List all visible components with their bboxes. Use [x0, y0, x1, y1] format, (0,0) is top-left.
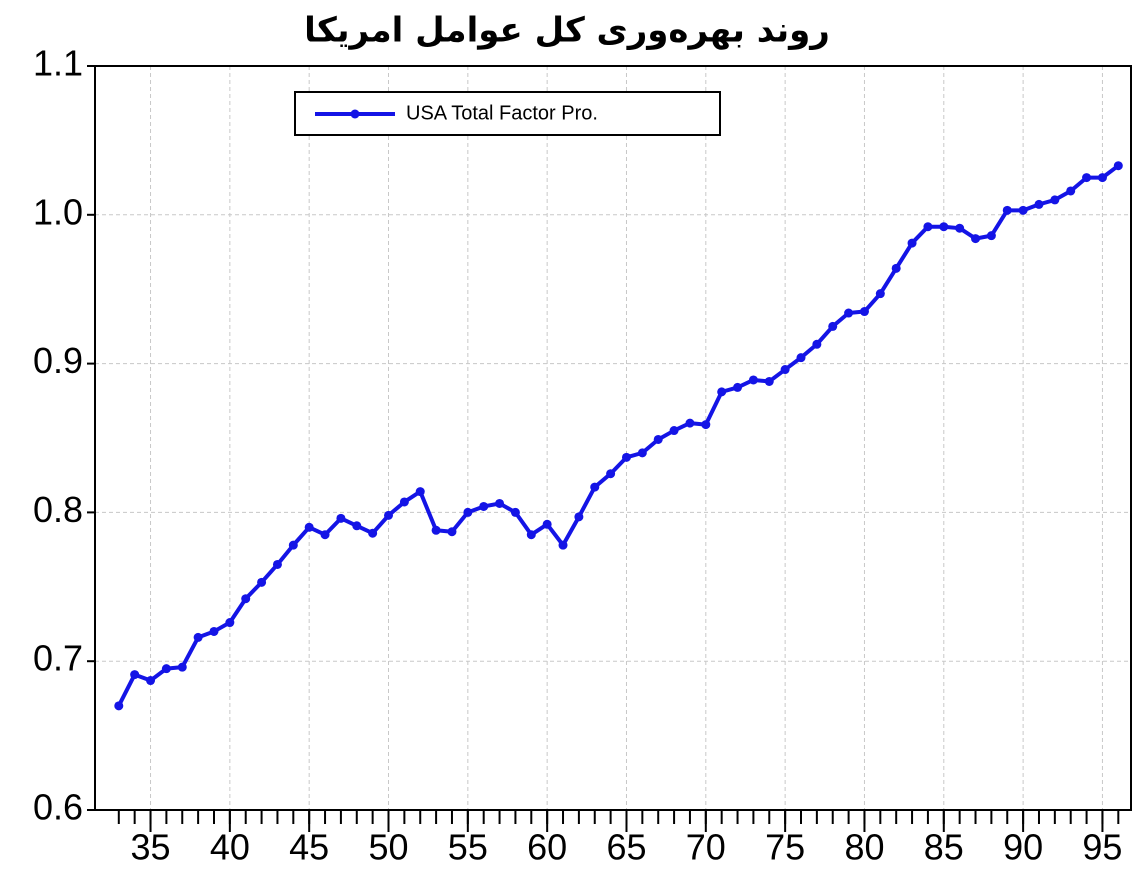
data-point — [415, 487, 425, 497]
x-tick-label: 75 — [765, 827, 805, 868]
data-point — [796, 353, 806, 363]
data-point — [177, 662, 187, 672]
data-point — [352, 521, 362, 531]
x-tick-label: 70 — [686, 827, 726, 868]
data-point — [241, 594, 251, 604]
x-tick-label: 95 — [1082, 827, 1122, 868]
data-point — [558, 540, 568, 550]
data-point — [542, 519, 552, 529]
data-point — [368, 528, 378, 538]
data-point — [463, 507, 473, 517]
x-tick-label: 60 — [527, 827, 567, 868]
data-point — [907, 238, 917, 248]
data-point — [336, 513, 346, 523]
data-point — [733, 382, 743, 392]
data-point — [304, 522, 314, 532]
data-point — [384, 510, 394, 520]
data-point — [1034, 199, 1044, 209]
data-point — [590, 482, 600, 492]
data-point — [447, 527, 457, 537]
data-point — [1018, 205, 1028, 215]
legend-label: USA Total Factor Pro. — [406, 102, 598, 124]
data-point — [859, 307, 869, 317]
data-point — [891, 263, 901, 273]
x-tick-label: 35 — [131, 827, 171, 868]
data-point — [748, 375, 758, 385]
data-point — [225, 618, 235, 628]
data-point — [574, 512, 584, 522]
data-point — [955, 223, 965, 233]
x-tick-label: 50 — [368, 827, 408, 868]
data-point — [130, 670, 140, 680]
data-point — [1113, 161, 1123, 171]
x-tick-label: 90 — [1003, 827, 1043, 868]
data-point — [1066, 186, 1076, 196]
data-point — [669, 426, 679, 436]
data-point — [272, 559, 282, 569]
x-tick-label: 40 — [210, 827, 250, 868]
data-point — [257, 577, 267, 587]
chart-title: روند بهره‌وری کل عوامل امریکا — [304, 11, 830, 51]
x-tick-label: 65 — [606, 827, 646, 868]
data-point — [780, 365, 790, 375]
data-point — [320, 530, 330, 540]
data-point — [431, 525, 441, 535]
data-point — [828, 321, 838, 331]
x-tick-label: 80 — [844, 827, 884, 868]
data-point — [399, 497, 409, 507]
axes-frame — [94, 65, 1132, 811]
x-tick-label: 55 — [448, 827, 488, 868]
data-point — [844, 308, 854, 318]
data-point — [653, 434, 663, 444]
y-tick-label: 1.0 — [33, 191, 83, 232]
data-point — [510, 507, 520, 517]
x-tick-label: 45 — [289, 827, 329, 868]
data-point — [621, 452, 631, 462]
data-point — [526, 530, 536, 540]
x-tick-label: 85 — [924, 827, 964, 868]
data-point — [479, 501, 489, 511]
data-point — [1002, 205, 1012, 215]
data-point — [971, 234, 981, 244]
data-point — [1097, 173, 1107, 183]
data-point — [986, 231, 996, 241]
data-point — [606, 469, 616, 479]
data-point — [161, 664, 171, 674]
y-tick-label: 1.1 — [33, 43, 83, 84]
series-line — [117, 164, 1120, 707]
data-point — [812, 339, 822, 349]
data-point — [209, 626, 219, 636]
data-point — [939, 222, 949, 232]
data-point — [1082, 173, 1092, 183]
y-tick-label: 0.8 — [33, 489, 83, 530]
data-point — [288, 540, 298, 550]
legend-marker — [350, 109, 360, 119]
data-point — [495, 498, 505, 508]
y-tick-label: 0.7 — [33, 638, 83, 679]
data-point — [193, 632, 203, 642]
data-point — [637, 448, 647, 458]
y-tick-label: 0.6 — [33, 787, 83, 828]
data-point — [717, 387, 727, 397]
data-point — [146, 676, 156, 686]
data-point — [764, 376, 774, 386]
data-point — [701, 420, 711, 430]
data-point — [923, 222, 933, 232]
data-point — [1050, 195, 1060, 205]
data-point — [875, 289, 885, 299]
data-point — [114, 701, 124, 711]
y-tick-label: 0.9 — [33, 340, 83, 381]
data-point — [685, 418, 695, 428]
